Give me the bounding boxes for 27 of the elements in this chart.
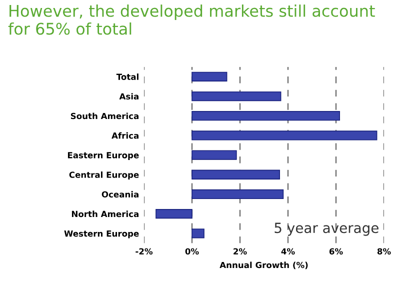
y-tick-label: South America — [70, 112, 138, 120]
y-tick-label: Western Europe — [64, 230, 139, 238]
bar — [192, 150, 237, 160]
y-tick-label: Africa — [112, 132, 138, 139]
bar — [192, 189, 284, 200]
y-tick-label: Total — [116, 74, 138, 80]
x-axis-title: Annual Growth (%) — [220, 262, 308, 270]
bar — [156, 208, 192, 219]
x-tick-label: 0% — [185, 248, 199, 255]
y-tick-label: North America — [72, 210, 138, 218]
x-tick-label: -2% — [136, 248, 153, 255]
y-tick-label: Eastern Europe — [68, 152, 139, 160]
bar — [192, 72, 228, 82]
bar — [192, 170, 280, 180]
chart-title: However, the developed markets still account for 65% of total — [8, 4, 375, 35]
bar — [192, 130, 378, 140]
y-tick-label: Oceania — [102, 191, 138, 198]
x-tick-label: 8% — [377, 248, 391, 255]
bar — [192, 228, 204, 238]
x-tick-label: 4% — [281, 248, 295, 255]
y-tick-label: Asia — [119, 93, 138, 100]
x-tick-label: 2% — [234, 248, 247, 255]
annotation: 5 year average — [274, 222, 378, 236]
bar — [192, 111, 340, 121]
bar — [192, 91, 282, 102]
y-tick-label: Central Europe — [69, 171, 139, 180]
x-tick-label: 6% — [329, 248, 343, 255]
